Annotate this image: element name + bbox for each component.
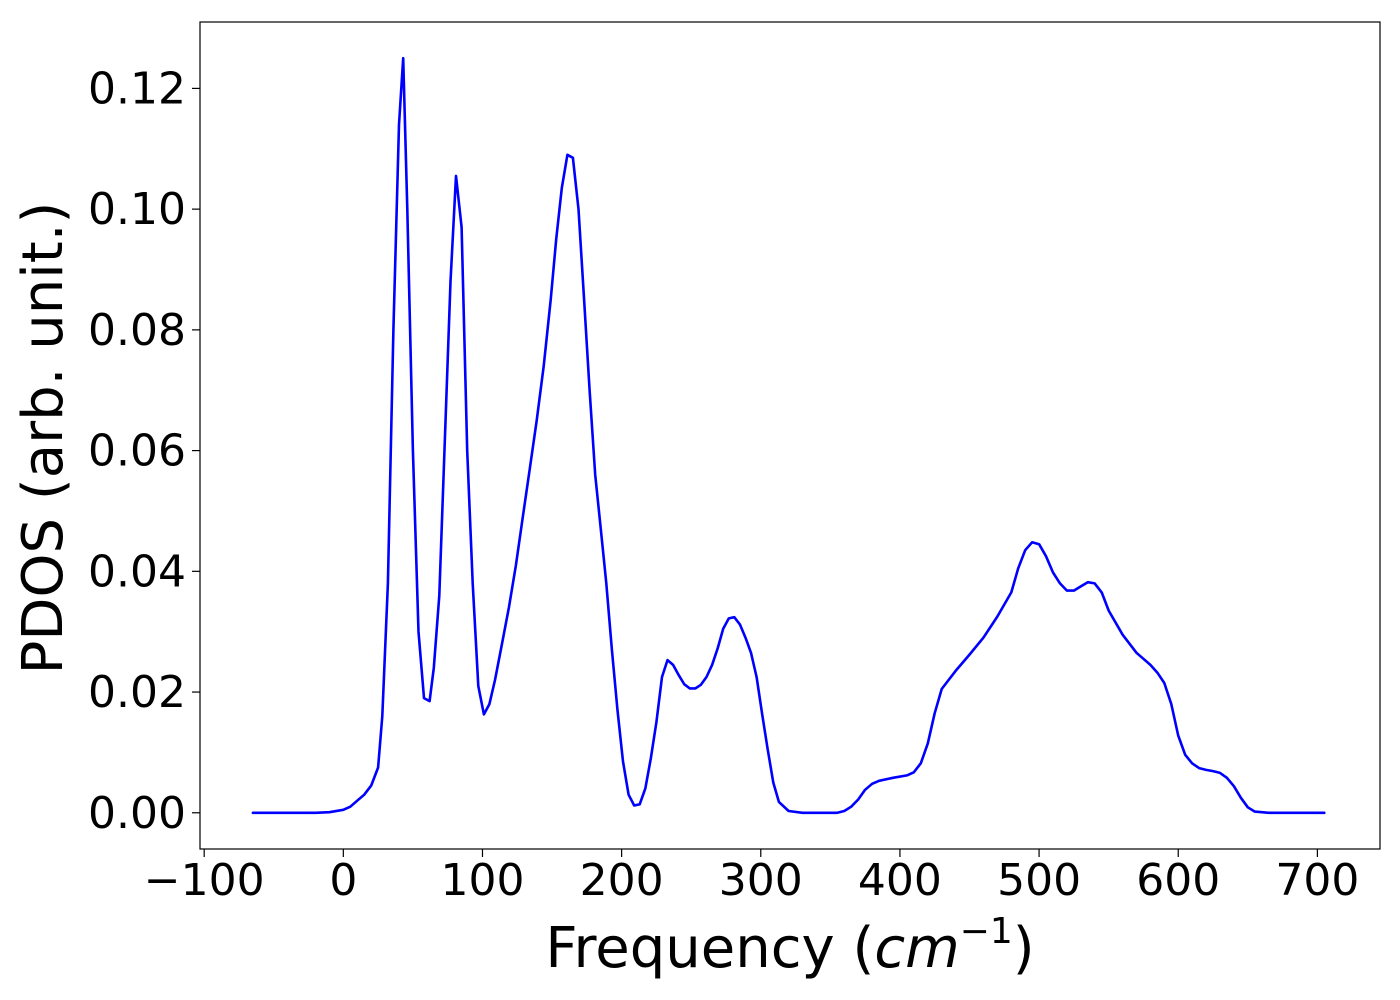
x-axis-title-unit: cm bbox=[874, 916, 959, 981]
series-layer bbox=[251, 56, 1326, 815]
x-tick-label: −100 bbox=[144, 855, 265, 906]
y-axis-ticks: 0.00 0.02 0.04 0.06 0.08 0.10 0.12 bbox=[88, 63, 200, 839]
y-tick-label: 0.04 bbox=[88, 546, 186, 597]
y-tick-label: 0.02 bbox=[88, 667, 186, 718]
x-tick-label: 100 bbox=[440, 855, 524, 906]
x-axis-title-exponent: −1 bbox=[960, 911, 1013, 952]
x-axis-title-suffix: ) bbox=[1013, 916, 1035, 981]
y-tick-label: 0.06 bbox=[88, 426, 186, 477]
x-axis-ticks: −100 0 100 200 300 400 500 600 700 bbox=[144, 849, 1359, 906]
x-tick-label: 600 bbox=[1136, 855, 1220, 906]
y-tick-label: 0.00 bbox=[88, 788, 186, 839]
x-tick-label: 700 bbox=[1275, 855, 1359, 906]
plot-area-frame bbox=[199, 21, 1381, 850]
series-line-0 bbox=[251, 56, 1326, 815]
y-tick-label: 0.12 bbox=[88, 63, 186, 114]
x-tick-label: 200 bbox=[580, 855, 664, 906]
x-tick-label: 500 bbox=[997, 855, 1081, 906]
x-tick-label: 300 bbox=[719, 855, 803, 906]
x-tick-label: 400 bbox=[858, 855, 942, 906]
y-tick-label: 0.08 bbox=[88, 305, 186, 356]
x-axis-title: Frequency (cm−1) bbox=[545, 911, 1034, 981]
x-tick-label: 0 bbox=[329, 855, 357, 906]
y-axis-title: PDOS (arb. unit.) bbox=[11, 202, 76, 675]
y-tick-label: 0.10 bbox=[88, 184, 186, 235]
